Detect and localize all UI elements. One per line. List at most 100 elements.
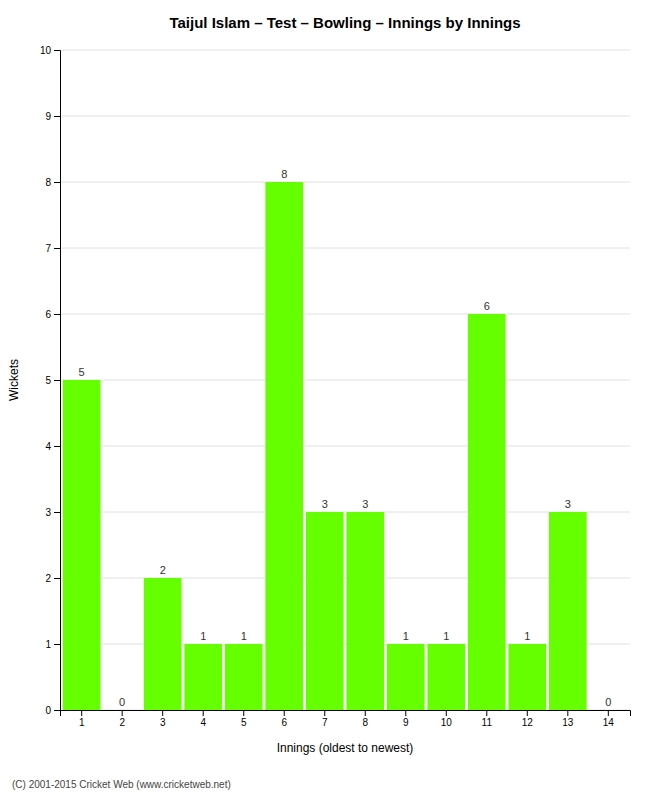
chart: 1234567891011121314012345678910502118331… (0, 0, 650, 800)
tick-label: 7 (45, 243, 51, 254)
y-axis-title: Wickets (7, 359, 21, 401)
tick: 8 (362, 710, 368, 728)
tick: 5 (241, 710, 247, 728)
data-label: 1 (403, 630, 409, 642)
tick-mark (446, 710, 447, 716)
tick: 8 (45, 177, 60, 188)
tick: 13 (562, 710, 574, 728)
tick-mark (54, 710, 60, 711)
grid-line (60, 314, 630, 315)
tick-mark (486, 710, 487, 716)
tick-mark (243, 710, 244, 716)
tick-mark (324, 710, 325, 716)
bar (346, 512, 384, 710)
tick: 2 (45, 573, 60, 584)
tick-label: 3 (45, 507, 51, 518)
tick-label: 6 (281, 717, 287, 728)
bar (144, 578, 182, 710)
axis-line (54, 51, 61, 711)
grid-line (60, 512, 630, 513)
bar (265, 182, 303, 710)
bar (184, 644, 222, 710)
tick-label: 8 (45, 177, 51, 188)
tick-mark (54, 248, 60, 249)
tick: 2 (119, 710, 125, 728)
tick-mark (54, 446, 60, 447)
tick-label: 1 (45, 639, 51, 650)
tick: 14 (603, 710, 615, 728)
tick-label: 5 (241, 717, 247, 728)
grid-line (60, 50, 630, 51)
tick-label: 4 (200, 717, 206, 728)
tick-label: 3 (160, 717, 166, 728)
tick-mark (203, 710, 204, 716)
tick-mark (54, 578, 60, 579)
tick-mark (81, 710, 82, 716)
tick-label: 6 (45, 309, 51, 320)
data-label: 0 (605, 696, 611, 708)
bar (63, 380, 101, 710)
bar (306, 512, 344, 710)
tick-label: 9 (403, 717, 409, 728)
title: Taijul Islam – Test – Bowling – Innings … (169, 14, 520, 31)
tick-label: 12 (522, 717, 534, 728)
bar (589, 710, 627, 711)
tick-label: 1 (79, 717, 85, 728)
tick-mark (608, 710, 609, 716)
tick-label: 14 (603, 717, 615, 728)
tick-mark (405, 710, 406, 716)
tick-mark (54, 116, 60, 117)
tick: 9 (45, 111, 60, 122)
data-label: 8 (281, 168, 287, 180)
data-label: 3 (362, 498, 368, 510)
tick-mark (122, 710, 123, 716)
grid-line (60, 380, 630, 381)
tick: 6 (45, 309, 60, 320)
tick-label: 11 (482, 717, 493, 728)
tick-mark (54, 644, 60, 645)
tick: 6 (281, 710, 287, 728)
data-label: 1 (443, 630, 449, 642)
bar (225, 644, 263, 710)
data-labels: 50211833116130 (79, 168, 612, 708)
grid-line (60, 248, 630, 249)
tick: 10 (40, 45, 60, 56)
bar (508, 644, 546, 710)
y-axis: 012345678910 (40, 45, 61, 716)
tick-label: 0 (45, 705, 51, 716)
x-axis-title: Innings (oldest to newest) (277, 741, 414, 755)
footer: (C) 2001-2015 Cricket Web (www.cricketwe… (12, 779, 231, 790)
tick-mark (527, 710, 528, 716)
tick: 3 (160, 710, 166, 728)
bar (387, 644, 425, 710)
data-label: 1 (200, 630, 206, 642)
tick-mark (365, 710, 366, 716)
tick-mark (54, 314, 60, 315)
tick-label: 13 (562, 717, 574, 728)
tick: 1 (45, 639, 60, 650)
tick: 3 (45, 507, 60, 518)
tick-label: 9 (45, 111, 51, 122)
tick-label: 8 (362, 717, 368, 728)
tick: 5 (45, 375, 60, 386)
tick-mark (54, 380, 60, 381)
grid (60, 50, 630, 710)
tick: 11 (482, 710, 493, 728)
data-label: 3 (322, 498, 328, 510)
axis-line (61, 711, 631, 717)
tick-mark (54, 182, 60, 183)
grid-line (60, 182, 630, 183)
tick: 4 (200, 710, 206, 728)
tick-mark (284, 710, 285, 716)
tick: 10 (441, 710, 453, 728)
tick-mark (54, 50, 60, 51)
bar (549, 512, 587, 710)
bar (103, 710, 141, 711)
data-label: 0 (119, 696, 125, 708)
tick: 7 (45, 243, 60, 254)
tick: 9 (403, 710, 409, 728)
data-label: 6 (484, 300, 490, 312)
plot: 1234567891011121314012345678910502118331… (40, 45, 631, 728)
grid-line (60, 116, 630, 117)
data-label: 1 (524, 630, 530, 642)
